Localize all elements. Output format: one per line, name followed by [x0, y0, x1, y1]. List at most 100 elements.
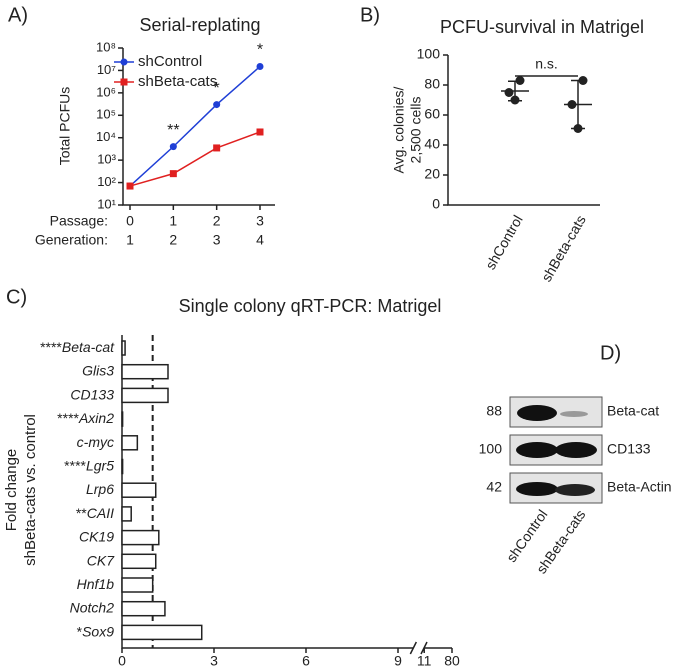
category-label: ****Beta-cat: [40, 339, 115, 355]
gene-name: Glis3: [82, 362, 114, 378]
significance: ****: [40, 339, 62, 355]
point: [510, 95, 520, 105]
y-axis-label: 2,500 cells: [408, 97, 424, 164]
annotation: **: [167, 122, 179, 139]
category-label: CK7: [87, 552, 115, 568]
band: [555, 484, 595, 496]
chart-title: PCFU-survival in Matrigel: [440, 17, 644, 37]
y-tick-label: 60: [424, 106, 440, 122]
y-axis-label: Total PCFUs: [57, 87, 73, 166]
y-tick-label: 10²: [97, 174, 116, 189]
band: [516, 482, 558, 496]
bar: [121, 340, 126, 356]
marker: [126, 182, 134, 190]
series-line: [129, 65, 261, 187]
gene-name: c-myc: [77, 434, 114, 450]
gene-name: CK19: [79, 528, 114, 544]
point: [567, 100, 577, 109]
generation-row-label: Generation:: [35, 232, 108, 248]
western-blot: D) 88 100 42 Beta-cat CD133 Beta-Actin s…: [479, 342, 672, 576]
y-tick-label: 20: [424, 166, 440, 182]
band: [516, 442, 558, 458]
bar: [121, 363, 169, 380]
x-tick-label: 0: [118, 653, 126, 668]
mw-label: 100: [479, 441, 503, 457]
protein-label: Beta-cat: [607, 403, 659, 419]
x-tick-label: shBeta-cats: [538, 212, 589, 284]
y-tick-label: 10³: [97, 152, 116, 167]
x-tick-label: 11: [417, 653, 432, 668]
point: [573, 124, 583, 133]
point: [515, 76, 525, 85]
x-tick-label: 6: [302, 653, 310, 668]
y-tick-label: 0: [432, 196, 440, 212]
axis-line: [121, 335, 452, 649]
bar: [121, 411, 124, 427]
generation-label: 4: [256, 232, 264, 248]
gene-name: Lrp6: [86, 481, 114, 497]
category-label: ****Axin2: [57, 410, 114, 426]
bar: [121, 577, 154, 593]
x-row-label: Passage:: [50, 213, 108, 229]
bar: [121, 529, 160, 546]
y-axis-label: Avg. colonies/: [391, 86, 407, 173]
x-tick-label: 9: [394, 653, 402, 668]
y-tick-label: 10⁶: [96, 84, 116, 99]
annotation: *: [214, 80, 220, 97]
legend-label: shControl: [138, 53, 202, 70]
legend-label: shBeta-cats: [138, 73, 217, 90]
bar: [121, 624, 203, 641]
panel-label: A): [8, 4, 28, 26]
significance: *: [77, 623, 83, 639]
gene-name: Notch2: [70, 599, 115, 615]
significance: ****: [57, 410, 79, 426]
x-tick-label: 3: [210, 653, 218, 668]
legend-marker: [120, 78, 128, 86]
gene-name: Lgr5: [86, 457, 114, 473]
bar: [121, 458, 124, 475]
y-tick-label: 40: [424, 136, 440, 152]
category-label: CD133: [70, 386, 114, 402]
band: [560, 411, 588, 417]
bar: [121, 553, 157, 570]
x-tick-label: 1: [169, 213, 177, 229]
gene-name: Hnf1b: [77, 576, 115, 592]
panel-label: C): [6, 286, 27, 308]
bar: [121, 482, 157, 498]
significance: **: [76, 505, 87, 521]
x-tick-label: shControl: [482, 212, 526, 272]
gene-name: Axin2: [78, 410, 114, 426]
category-label: Glis3: [82, 362, 114, 378]
marker: [213, 101, 221, 109]
gene-name: CD133: [70, 386, 114, 402]
marker: [169, 170, 177, 178]
bar: [121, 506, 132, 522]
panel-label: D): [600, 342, 621, 364]
category-label: ****Lgr5: [64, 457, 114, 473]
gene-name: CK7: [87, 552, 115, 568]
y-tick-label: 10⁷: [97, 62, 116, 77]
significance: ****: [64, 457, 86, 473]
band: [555, 442, 597, 458]
x-tick-label: 0: [126, 213, 134, 229]
x-tick-label: 3: [256, 213, 264, 229]
generation-label: 1: [126, 232, 134, 248]
y-tick-label: 10¹: [97, 196, 116, 211]
gene-name: CAII: [87, 505, 114, 521]
category-label: Lrp6: [86, 481, 114, 497]
legend-marker: [120, 58, 128, 66]
annotation: n.s.: [535, 56, 558, 72]
protein-label: Beta-Actin: [607, 479, 672, 495]
generation-label: 3: [213, 232, 221, 248]
y-axis-label: shBeta-cats vs. control: [22, 414, 39, 566]
mw-label: 42: [486, 479, 502, 495]
y-tick-label: 10⁵: [96, 107, 116, 122]
series-line: [129, 131, 261, 187]
point: [504, 88, 514, 97]
x-tick-label: 2: [213, 213, 221, 229]
y-tick-label: 100: [417, 46, 441, 62]
y-tick-label: 80: [424, 76, 440, 92]
category-label: **CAII: [76, 505, 114, 521]
mw-label: 88: [486, 403, 502, 419]
